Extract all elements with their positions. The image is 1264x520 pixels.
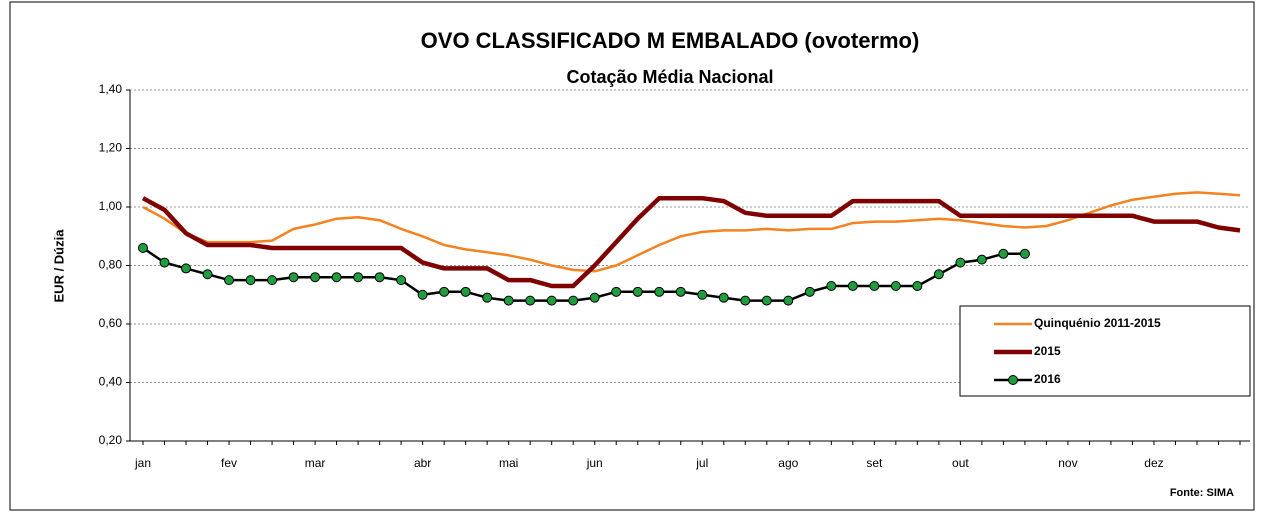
data-point [890,280,901,291]
y-axis-label: EUR / Dúzia [51,229,66,303]
data-point [224,275,235,286]
data-point [310,272,321,283]
data-point [718,292,729,303]
data-point [396,275,407,286]
legend-label: Quinquénio 2011-2015 [1034,316,1161,330]
data-point [159,257,170,268]
data-point [675,286,686,297]
data-point [955,257,966,268]
data-point [482,292,493,303]
data-point [202,269,213,280]
data-point [138,242,148,253]
x-tick-label: dez [1144,456,1163,470]
chart-subtitle: Cotação Média Nacional [566,67,773,87]
series-line [142,191,1241,273]
data-point [439,286,450,297]
chart-title: OVO CLASSIFICADO M EMBALADO (ovotermo) [421,28,920,53]
x-tick-label: fev [221,456,237,470]
data-point [697,289,708,300]
data-point [847,280,858,291]
data-point [976,254,987,265]
x-tick-label: out [952,456,969,470]
data-point [331,272,342,283]
x-tick-label: set [866,456,883,470]
data-point [761,295,772,306]
data-point [826,280,837,291]
data-point [611,286,622,297]
data-point [546,295,557,306]
y-tick-label: 1,20 [99,141,123,155]
data-point [245,275,256,286]
data-point [288,272,299,283]
chart-frame [9,1,1255,511]
x-tick-label: jul [695,456,708,470]
data-point [181,263,192,274]
data-point [374,272,385,283]
data-point [869,280,880,291]
x-tick-label: ago [778,456,798,470]
data-point [632,286,643,297]
data-point [589,292,600,303]
series-line [141,195,1241,289]
data-point [998,248,1009,259]
y-tick-label: 0,80 [99,258,123,272]
data-point [740,295,751,306]
x-tick-label: mar [305,456,326,470]
legend-label: 2016 [1034,372,1061,386]
data-point [267,275,278,286]
data-point [417,289,428,300]
data-point [783,295,794,306]
x-tick-label: abr [414,456,431,470]
legend-label: 2015 [1034,344,1061,358]
y-tick-label: 0,60 [99,316,123,330]
data-point [353,272,364,283]
data-point [503,295,514,306]
x-tick-label: jun [586,456,603,470]
data-point [912,280,923,291]
x-tick-label: mai [499,456,518,470]
y-tick-label: 1,00 [99,199,123,213]
data-point [460,286,471,297]
y-tick-label: 0,20 [99,433,123,447]
x-tick-label: nov [1058,456,1077,470]
data-point [568,295,579,306]
data-point [1019,248,1030,259]
x-tick-label: jan [134,456,151,470]
data-point [654,286,665,297]
y-tick-label: 1,40 [99,82,123,96]
data-point [933,269,944,280]
data-point [525,295,536,306]
legend-marker [1008,375,1018,385]
source-note: Fonte: SIMA [1170,487,1234,499]
y-tick-label: 0,40 [99,375,123,389]
data-point [804,286,815,297]
